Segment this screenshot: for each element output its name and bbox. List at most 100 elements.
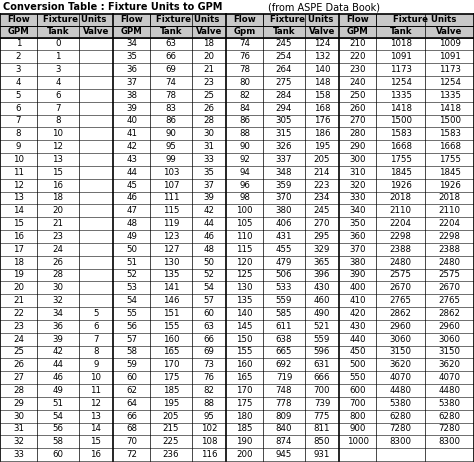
Text: 48: 48 <box>203 245 214 254</box>
Text: 550: 550 <box>349 373 366 382</box>
Text: 49: 49 <box>53 386 64 395</box>
Text: 4070: 4070 <box>438 373 461 382</box>
Text: 145: 145 <box>237 322 253 331</box>
Text: 18: 18 <box>13 258 24 267</box>
Text: 190: 190 <box>237 437 253 446</box>
Text: 195: 195 <box>314 142 330 151</box>
Text: 42: 42 <box>53 347 64 356</box>
Text: 56: 56 <box>53 425 64 433</box>
Text: 1018: 1018 <box>390 39 412 49</box>
Text: 60: 60 <box>126 373 137 382</box>
Text: 840: 840 <box>276 425 292 433</box>
Text: 22: 22 <box>13 309 24 318</box>
Text: 33: 33 <box>203 155 214 164</box>
Text: 56: 56 <box>126 322 137 331</box>
Text: 31: 31 <box>13 425 24 433</box>
Text: 130: 130 <box>237 283 253 292</box>
Text: 396: 396 <box>314 270 330 280</box>
Text: 2110: 2110 <box>438 206 461 215</box>
Text: 6280: 6280 <box>390 412 412 420</box>
Text: 54: 54 <box>53 412 64 420</box>
Text: 58: 58 <box>126 347 137 356</box>
Text: 95: 95 <box>165 142 176 151</box>
Text: 559: 559 <box>276 296 292 305</box>
Text: 370: 370 <box>349 245 366 254</box>
Text: 47: 47 <box>126 206 137 215</box>
Text: 800: 800 <box>349 412 366 420</box>
Text: 42: 42 <box>203 206 214 215</box>
Text: 2018: 2018 <box>438 194 461 202</box>
Text: 666: 666 <box>314 373 330 382</box>
Text: 44: 44 <box>126 168 137 177</box>
Text: 2765: 2765 <box>438 296 461 305</box>
Text: 390: 390 <box>349 270 366 280</box>
Text: 21: 21 <box>203 65 214 74</box>
Text: 719: 719 <box>276 373 292 382</box>
Text: 37: 37 <box>203 181 214 189</box>
Text: 1173: 1173 <box>438 65 461 74</box>
Text: 16: 16 <box>13 232 24 241</box>
Text: 1755: 1755 <box>390 155 412 164</box>
Text: 24: 24 <box>53 245 64 254</box>
Text: 8300: 8300 <box>390 437 412 446</box>
Text: 23: 23 <box>203 78 214 87</box>
Text: 95: 95 <box>203 412 214 420</box>
Text: 57: 57 <box>203 296 214 305</box>
Text: 15: 15 <box>91 437 101 446</box>
Text: 326: 326 <box>276 142 292 151</box>
Text: 210: 210 <box>349 39 366 49</box>
Text: 16: 16 <box>53 181 64 189</box>
Text: 14: 14 <box>91 425 101 433</box>
Text: 168: 168 <box>314 103 330 113</box>
Text: 155: 155 <box>237 347 253 356</box>
Text: 2575: 2575 <box>438 270 461 280</box>
Text: 1091: 1091 <box>390 52 411 61</box>
Text: 50: 50 <box>126 245 137 254</box>
Text: 102: 102 <box>201 425 217 433</box>
Text: 64: 64 <box>126 399 137 408</box>
Text: 43: 43 <box>126 155 137 164</box>
Text: 12: 12 <box>13 181 24 189</box>
Text: 200: 200 <box>237 450 253 459</box>
Text: 18: 18 <box>203 39 214 49</box>
Text: Fixture Units: Fixture Units <box>156 16 220 24</box>
Text: 400: 400 <box>349 283 366 292</box>
Text: 234: 234 <box>314 194 330 202</box>
Text: 506: 506 <box>276 270 292 280</box>
Text: 2960: 2960 <box>438 322 461 331</box>
Text: 55: 55 <box>126 309 137 318</box>
Text: 1418: 1418 <box>390 103 412 113</box>
Text: 20: 20 <box>13 283 24 292</box>
Text: 1845: 1845 <box>390 168 412 177</box>
Text: 165: 165 <box>237 373 253 382</box>
Text: 39: 39 <box>53 334 64 344</box>
Text: Valve: Valve <box>309 27 335 36</box>
Text: 220: 220 <box>349 52 366 61</box>
Text: 90: 90 <box>239 142 250 151</box>
Text: Flow: Flow <box>120 16 143 24</box>
Text: 665: 665 <box>276 347 292 356</box>
Text: 59: 59 <box>126 360 137 369</box>
Text: 430: 430 <box>349 322 366 331</box>
Text: 80: 80 <box>239 78 250 87</box>
Text: 1926: 1926 <box>438 181 461 189</box>
Text: 36: 36 <box>53 322 64 331</box>
Text: 69: 69 <box>165 65 176 74</box>
Text: 13: 13 <box>53 155 64 164</box>
Text: 2204: 2204 <box>438 219 461 228</box>
Text: 1254: 1254 <box>390 78 412 87</box>
Text: 35: 35 <box>126 52 137 61</box>
Text: Valve: Valve <box>196 27 222 36</box>
Text: 60: 60 <box>53 450 64 459</box>
Text: 88: 88 <box>203 399 214 408</box>
Text: 130: 130 <box>163 258 179 267</box>
Text: 37: 37 <box>126 78 137 87</box>
Text: 450: 450 <box>349 347 366 356</box>
Text: 11: 11 <box>91 386 101 395</box>
Text: 155: 155 <box>163 322 179 331</box>
Text: 110: 110 <box>237 232 253 241</box>
Text: 748: 748 <box>276 386 292 395</box>
Text: 170: 170 <box>237 386 253 395</box>
Text: 141: 141 <box>163 283 179 292</box>
Text: 17: 17 <box>13 245 24 254</box>
